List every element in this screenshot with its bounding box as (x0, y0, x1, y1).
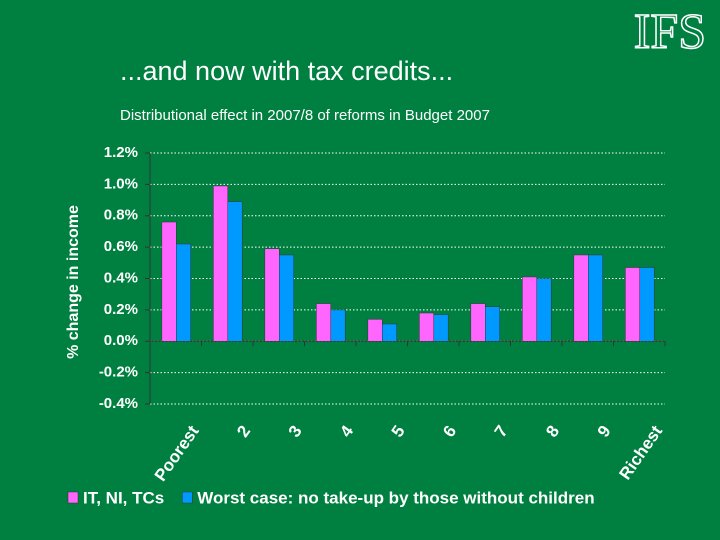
bar (625, 267, 641, 342)
legend-label: IT, NI, TCs (83, 488, 164, 507)
y-tick-label: -0.2% (99, 364, 138, 381)
bar (316, 303, 332, 342)
logo: IFS (634, 2, 706, 58)
bar (213, 185, 229, 342)
y-tick-label: 0.4% (104, 269, 138, 286)
bar (588, 254, 603, 342)
y-tick-label: 0.6% (104, 238, 138, 255)
y-tick-label: 0.0% (104, 332, 138, 349)
y-tick-label: -0.4% (99, 395, 138, 412)
bar (330, 309, 346, 342)
chart-subtitle: Distributional effect in 2007/8 of refor… (120, 107, 490, 124)
bar (485, 306, 500, 342)
bar (470, 303, 486, 342)
bar (522, 276, 538, 342)
bar (382, 323, 397, 342)
legend-swatch (67, 491, 79, 504)
bar (536, 278, 552, 342)
bar (176, 243, 191, 342)
legend-label: Worst case: no take-up by those without … (197, 488, 594, 507)
y-tick-label: 1.2% (104, 144, 138, 161)
bar (367, 319, 383, 342)
y-tick-label: 1.0% (104, 175, 138, 192)
legend-swatch (181, 491, 193, 504)
bar (419, 312, 435, 342)
bar (227, 201, 243, 342)
chart-title: ...and now with tax credits... (120, 56, 453, 86)
bar (573, 254, 589, 342)
bar (433, 314, 449, 342)
y-tick-label: 0.8% (104, 207, 138, 224)
bar (279, 254, 294, 342)
y-tick-label: 0.2% (104, 301, 138, 318)
bar (639, 267, 655, 342)
y-axis-label: % change in income (65, 205, 82, 359)
bar (264, 248, 280, 342)
bar (161, 221, 177, 342)
